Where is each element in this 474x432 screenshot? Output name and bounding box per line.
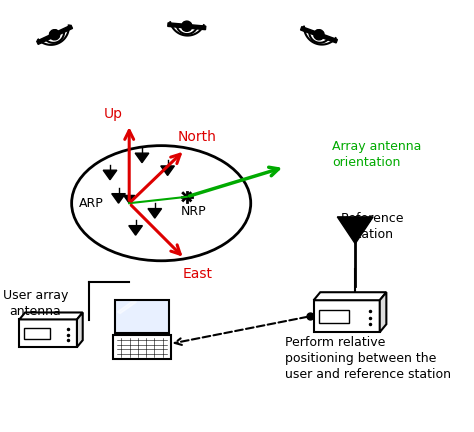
Text: East: East: [182, 267, 212, 280]
Bar: [314, 30, 324, 39]
Bar: [323, 35, 337, 43]
FancyBboxPatch shape: [115, 300, 169, 333]
Polygon shape: [77, 312, 83, 347]
Circle shape: [182, 21, 192, 32]
Polygon shape: [337, 217, 373, 244]
Text: ARP: ARP: [79, 197, 103, 210]
Polygon shape: [135, 153, 149, 163]
Bar: [301, 27, 315, 35]
Text: NRP: NRP: [181, 205, 206, 218]
Text: Array antenna
orientation: Array antenna orientation: [332, 140, 421, 168]
Text: Up: Up: [104, 107, 123, 121]
Polygon shape: [118, 302, 137, 314]
Polygon shape: [314, 292, 386, 300]
Bar: [36, 35, 51, 44]
Bar: [24, 328, 50, 339]
Bar: [191, 25, 206, 30]
Polygon shape: [161, 166, 174, 175]
Polygon shape: [124, 195, 135, 203]
Bar: [168, 23, 182, 28]
Bar: [183, 22, 191, 30]
Bar: [50, 30, 59, 39]
Ellipse shape: [72, 146, 251, 261]
Polygon shape: [103, 170, 117, 180]
Text: User array
antenna: User array antenna: [3, 289, 68, 318]
Polygon shape: [19, 312, 83, 319]
Polygon shape: [148, 209, 162, 218]
Bar: [319, 311, 349, 323]
FancyBboxPatch shape: [314, 300, 380, 332]
Polygon shape: [112, 194, 125, 203]
Polygon shape: [129, 226, 142, 235]
Text: North: North: [178, 130, 217, 144]
Text: Reference
station: Reference station: [340, 212, 404, 241]
Circle shape: [314, 30, 324, 40]
Text: Perform relative
positioning between the
user and reference station: Perform relative positioning between the…: [285, 337, 451, 381]
Circle shape: [49, 30, 60, 40]
Polygon shape: [380, 292, 386, 332]
FancyBboxPatch shape: [19, 319, 77, 347]
Bar: [113, 335, 171, 359]
Bar: [58, 25, 73, 34]
